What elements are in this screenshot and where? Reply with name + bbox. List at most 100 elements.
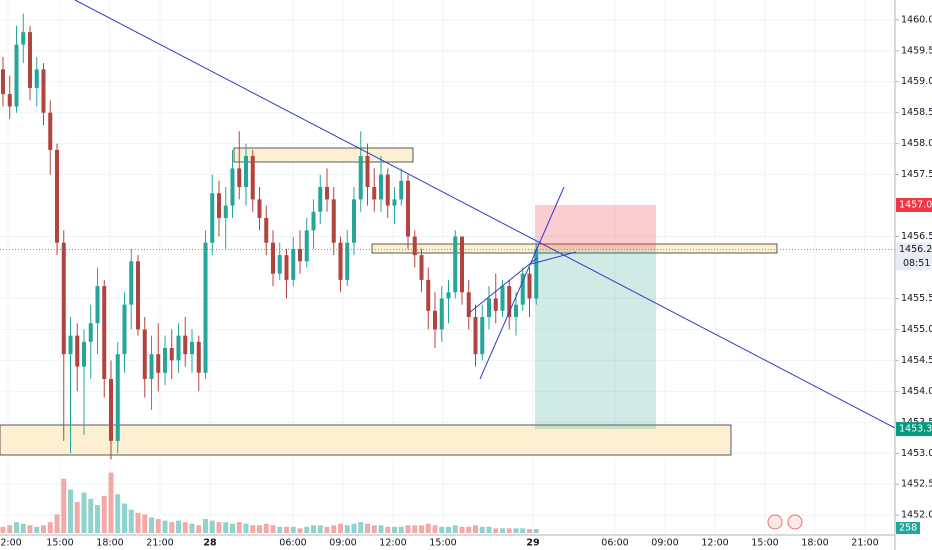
volume-bar [74,502,80,533]
candle-body [304,230,309,262]
candle-body [48,112,53,150]
candle-body [61,242,66,355]
volume-bar [365,523,370,533]
volume-bar [216,522,222,533]
volume-bar [142,514,148,533]
volume-bar [243,523,249,533]
volume-bar [101,495,107,533]
x-tick-label: 29 [526,538,539,549]
volume-bar [257,525,262,533]
candle-body [365,156,370,188]
candle-body [385,174,390,206]
volume-label: 258 [899,523,917,534]
volume-bar [149,517,154,533]
volume-bar [324,526,330,533]
candle-body [291,248,296,280]
candle-body [325,187,329,200]
candle-body [399,180,404,200]
candle-body [163,347,167,373]
volume-bar [446,526,451,533]
volume-bar [263,523,269,533]
volume-bar [128,509,134,533]
volume-bar [466,526,472,533]
candle-body [439,298,444,330]
candle-body [345,242,350,280]
candle-body [271,242,275,274]
y-tick-label: 1455.00 [901,324,932,335]
candle-body [352,199,356,243]
candle-body [534,249,539,299]
candle-body [136,261,140,330]
candle-body [82,341,86,367]
y-tick-label: 1454.00 [901,386,932,397]
volume-bar [20,523,26,533]
candle-body [190,341,194,355]
candle-body [500,286,505,311]
candle-body [419,255,424,280]
volume-bar [419,525,424,533]
price-label-bg [896,422,932,437]
candle-body [284,255,289,280]
candle-body [142,329,147,379]
candle-body [230,168,235,206]
candle-body [156,354,161,373]
y-tick-label: 1456.50 [901,231,932,242]
candle-body [237,168,242,188]
volume-bar [182,522,188,533]
position [0,204,895,430]
volume-bar [236,522,242,533]
volume-bar [14,522,19,533]
time-axis: 12:00 15:00 18:00 21:00 28 06:00 09:00 12:00 15:… [0,538,879,549]
y-tick-label: 1458.00 [901,138,932,149]
x-tick-label: 12:00 [0,538,22,549]
candle-body [210,193,215,243]
y-tick-label: 1455.50 [901,293,932,304]
candle-body [14,44,19,107]
candle-body [41,69,46,113]
candle-body [412,236,417,256]
volume [0,472,539,533]
candle-body [176,335,181,361]
candle-body [460,236,464,293]
volume-bar [297,528,303,533]
candle-body [250,156,255,200]
price-label: 1457.01 [899,199,932,210]
x-tick-label: 15:00 [46,538,73,549]
candle-body [527,273,532,299]
candle-body [7,94,12,107]
candle-body [466,292,471,318]
trend-line [530,251,577,265]
candle-body [196,341,201,373]
candle-body [95,286,100,324]
volume-bar [317,525,323,533]
countdown-bg [896,256,932,271]
candle-body [372,187,377,200]
candle-body [102,286,107,379]
x-tick-label: 09:00 [651,538,678,549]
candle-body [28,32,32,88]
volume-bar [250,525,256,533]
candle-body [183,335,188,355]
x-tick-label: 06:00 [279,538,306,549]
volume-bar [34,526,40,533]
candle-body [75,335,80,367]
x-tick-label: 12:00 [701,538,728,549]
y-tick-label: 1459.00 [901,76,932,87]
candle-body [34,69,39,88]
event-icon[interactable] [787,514,803,530]
candle-body [109,378,113,441]
trend-line [74,0,896,429]
volume-bar [115,494,121,533]
candle-body [223,205,228,218]
volume-bar [398,526,404,533]
event-icon[interactable] [767,514,783,530]
x-tick-label: 18:00 [96,538,123,549]
candle-body [446,292,451,299]
candle-body [507,286,512,318]
x-tick-label: 15:00 [751,538,778,549]
y-tick-label: 1453.00 [901,448,932,459]
volume-bar [203,519,208,533]
candle-body [331,199,336,243]
candle-body [311,211,316,231]
